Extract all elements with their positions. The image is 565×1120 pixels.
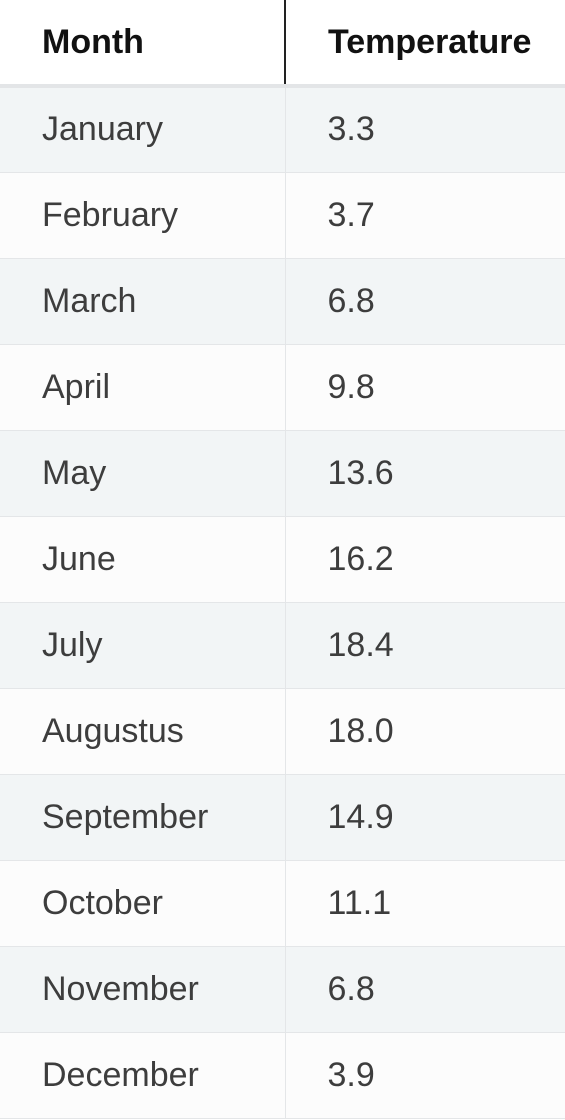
temperature-cell: 13.6 (285, 430, 565, 517)
table-header: Month Temperature (0, 0, 565, 88)
temperature-cell: 3.9 (285, 1032, 565, 1119)
table-row: December 3.9 (0, 1032, 565, 1119)
header-row: Month Temperature (0, 0, 565, 88)
temperature-cell: 3.3 (285, 86, 565, 173)
month-cell: December (0, 1032, 286, 1119)
temperature-cell: 11.1 (285, 860, 565, 947)
month-cell: April (0, 344, 286, 431)
temperature-cell: 18.4 (285, 602, 565, 689)
column-header-temperature[interactable]: Temperature (285, 0, 565, 88)
table-row: February 3.7 (0, 172, 565, 259)
temperature-cell: 3.7 (285, 172, 565, 259)
table-row: April 9.8 (0, 344, 565, 431)
table-row: January 3.3 (0, 86, 565, 173)
temperature-cell: 16.2 (285, 516, 565, 603)
temperature-cell: 18.0 (285, 688, 565, 775)
month-cell: October (0, 860, 286, 947)
table-row: November 6.8 (0, 946, 565, 1033)
month-cell: November (0, 946, 286, 1033)
table-row: October 11.1 (0, 860, 565, 947)
month-cell: June (0, 516, 286, 603)
table-row: Augustus 18.0 (0, 688, 565, 775)
month-cell: February (0, 172, 286, 259)
month-cell: Augustus (0, 688, 286, 775)
temperature-cell: 6.8 (285, 258, 565, 345)
table-row: May 13.6 (0, 430, 565, 517)
table-row: July 18.4 (0, 602, 565, 689)
month-cell: September (0, 774, 286, 861)
temperature-cell: 6.8 (285, 946, 565, 1033)
month-cell: May (0, 430, 286, 517)
month-cell: January (0, 86, 286, 173)
month-cell: March (0, 258, 286, 345)
column-header-month[interactable]: Month (0, 0, 286, 88)
table-row: June 16.2 (0, 516, 565, 603)
month-cell: July (0, 602, 286, 689)
table-body: January 3.3 February 3.7 March 6.8 April 9.8 May… (0, 86, 565, 1119)
table-row: September 14.9 (0, 774, 565, 861)
temperature-cell: 14.9 (285, 774, 565, 861)
temperature-cell: 9.8 (285, 344, 565, 431)
table-row: March 6.8 (0, 258, 565, 345)
